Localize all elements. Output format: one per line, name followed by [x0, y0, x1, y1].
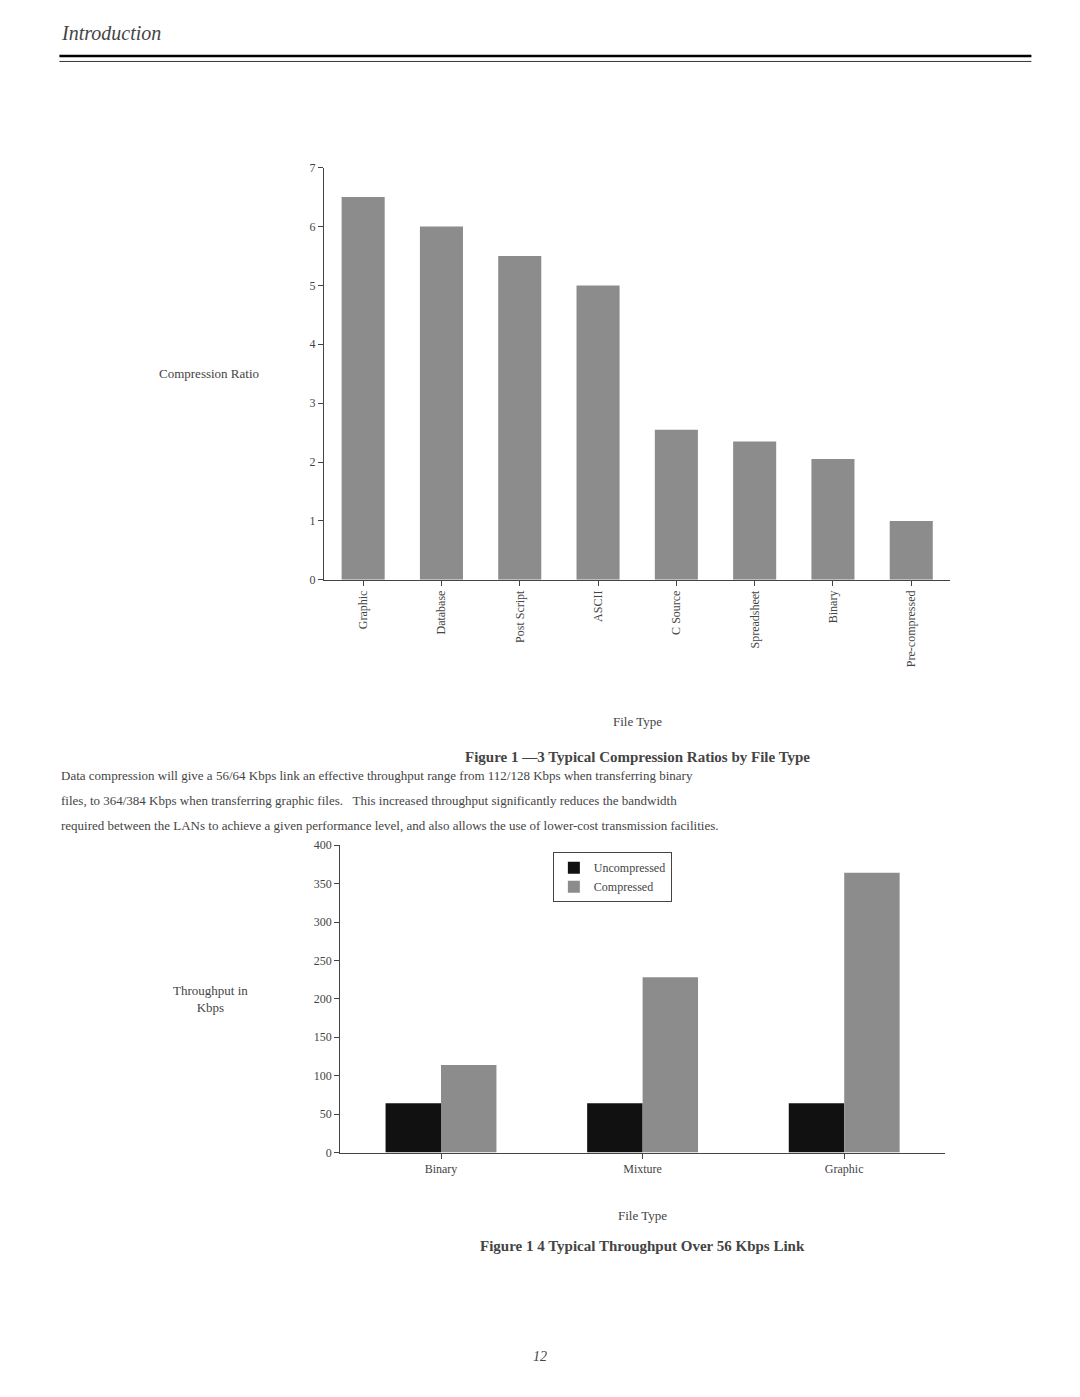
svg-text:Uncompressed: Uncompressed — [594, 861, 665, 875]
svg-text:Figure 1 4 Typical Throughput: Figure 1 4 Typical Throughput Over 56 Kb… — [480, 1238, 805, 1254]
svg-text:Graphic: Graphic — [825, 1162, 864, 1176]
svg-text:12: 12 — [533, 1349, 547, 1364]
svg-text:400: 400 — [314, 838, 332, 852]
svg-text:100: 100 — [314, 1069, 332, 1083]
svg-text:Compression Ratio: Compression Ratio — [159, 366, 259, 381]
svg-text:Pre-compressed: Pre-compressed — [904, 591, 918, 668]
svg-text:6: 6 — [310, 220, 316, 234]
svg-text:Graphic: Graphic — [356, 591, 370, 630]
svg-text:300: 300 — [314, 915, 332, 929]
svg-text:files, to 364/384 Kbps when tr: files, to 364/384 Kbps when transferring… — [61, 793, 677, 808]
svg-text:Spreadsheet: Spreadsheet — [748, 590, 762, 649]
svg-text:File Type: File Type — [613, 714, 662, 729]
svg-text:Throughput inKbps: Throughput inKbps — [173, 983, 248, 1015]
svg-text:0: 0 — [326, 1146, 332, 1160]
svg-text:0: 0 — [310, 573, 316, 587]
svg-text:Data compression will give a 5: Data compression will give a 56/64 Kbps … — [61, 768, 693, 783]
svg-text:150: 150 — [314, 1030, 332, 1044]
svg-text:ASCII: ASCII — [591, 591, 605, 622]
svg-text:200: 200 — [314, 992, 332, 1006]
svg-text:Database: Database — [434, 591, 448, 635]
svg-text:Binary: Binary — [826, 591, 840, 624]
svg-text:5: 5 — [310, 279, 316, 293]
svg-text:File Type: File Type — [618, 1208, 667, 1223]
svg-text:Post Script: Post Script — [513, 590, 527, 643]
svg-text:50: 50 — [320, 1107, 332, 1121]
svg-text:Introduction: Introduction — [61, 22, 161, 44]
svg-text:Binary: Binary — [425, 1162, 458, 1176]
svg-text:2: 2 — [310, 455, 316, 469]
svg-text:Compressed: Compressed — [594, 880, 653, 894]
svg-text:7: 7 — [310, 161, 316, 175]
svg-text:250: 250 — [314, 954, 332, 968]
svg-text:3: 3 — [310, 396, 316, 410]
svg-text:1: 1 — [310, 514, 316, 528]
svg-text:C Source: C Source — [669, 591, 683, 635]
svg-text:Mixture: Mixture — [623, 1162, 662, 1176]
svg-text:Figure 1 —3 Typical Compressio: Figure 1 —3 Typical Compression Ratios b… — [465, 749, 810, 765]
svg-text:required between the LANs to a: required between the LANs to achieve a g… — [61, 818, 718, 833]
svg-text:350: 350 — [314, 877, 332, 891]
svg-text:4: 4 — [310, 337, 316, 351]
